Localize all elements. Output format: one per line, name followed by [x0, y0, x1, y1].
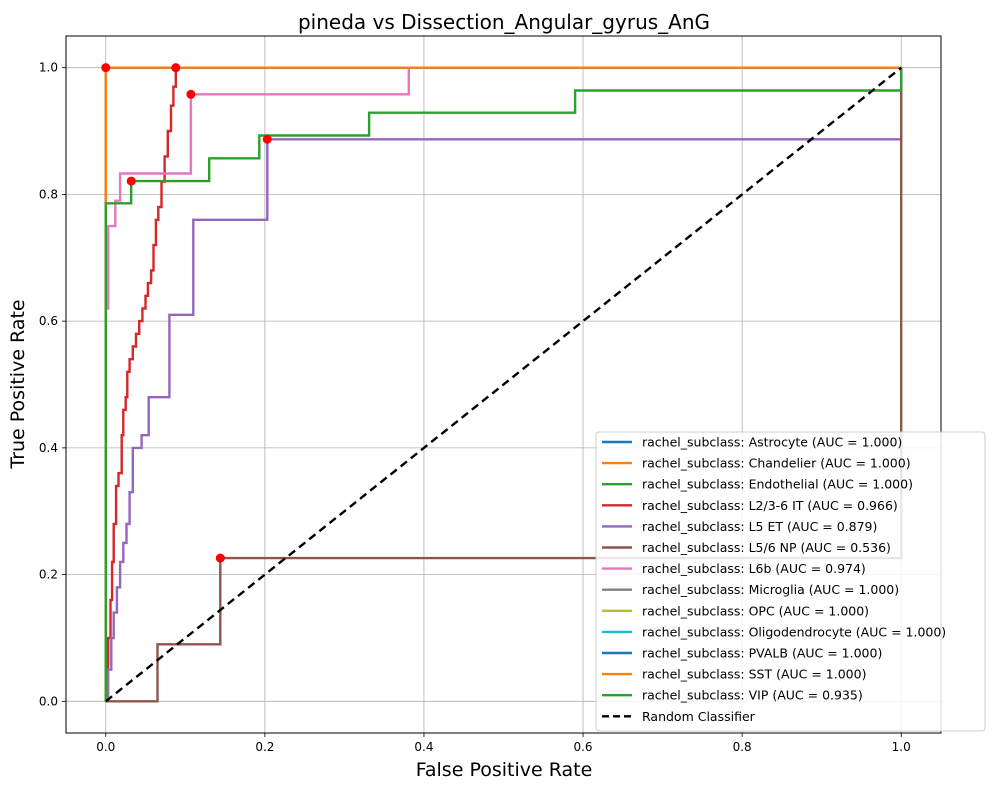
x-tick-label: 0.2	[255, 740, 274, 754]
grid	[66, 36, 941, 733]
y-tick-label: 0.2	[39, 568, 58, 582]
legend: rachel_subclass: Astrocyte (AUC = 1.000)…	[595, 431, 986, 732]
threshold-marker	[262, 134, 272, 144]
series-line	[105, 67, 903, 703]
x-axis-ticks: 0.0 0.2 0.4 0.6 0.8 1.0	[96, 733, 911, 754]
series-line	[104, 66, 902, 702]
legend-label: rachel_subclass: VIP (AUC = 0.935)	[642, 688, 863, 703]
x-axis-label: False Positive Rate	[416, 759, 593, 781]
x-tick-label: 0.0	[96, 740, 115, 754]
x-tick-label: 0.8	[733, 740, 752, 754]
x-tick-label: 0.6	[573, 740, 592, 754]
x-tick-label: 1.0	[892, 740, 911, 754]
threshold-marker	[101, 63, 111, 73]
legend-label: rachel_subclass: Microglia (AUC = 1.000)	[642, 582, 899, 597]
legend-items: rachel_subclass: Astrocyte (AUC = 1.000)…	[602, 435, 946, 724]
plot-frame	[65, 35, 942, 734]
series-line	[104, 67, 903, 702]
x-tick-label: 0.4	[414, 740, 433, 754]
legend-box	[595, 431, 986, 732]
marker-layer	[101, 63, 272, 563]
legend-label: rachel_subclass: PVALB (AUC = 1.000)	[642, 646, 882, 661]
legend-label: rachel_subclass: L2/3-6 IT (AUC = 0.966)	[642, 498, 898, 513]
chart-title: pineda vs Dissection_Angular_gyrus_AnG	[298, 10, 710, 34]
series-line	[104, 66, 902, 702]
legend-label: rachel_subclass: SST (AUC = 1.000)	[642, 667, 866, 682]
y-tick-label: 0.0	[39, 694, 58, 708]
legend-label: Random Classifier	[642, 709, 756, 724]
legend-label: rachel_subclass: L5 ET (AUC = 0.879)	[642, 519, 877, 534]
y-tick-label: 0.6	[39, 314, 58, 328]
y-tick-label: 0.4	[39, 441, 58, 455]
y-tick-label: 1.0	[39, 61, 58, 75]
random-classifier-line	[105, 66, 902, 703]
legend-label: rachel_subclass: Oligodendrocyte (AUC = …	[642, 624, 946, 639]
legend-label: rachel_subclass: Chandelier (AUC = 1.000…	[642, 456, 911, 471]
y-tick-label: 0.8	[39, 187, 58, 201]
threshold-marker	[215, 553, 225, 563]
y-axis-label: True Positive Rate	[7, 299, 29, 469]
legend-label: rachel_subclass: L5/6 NP (AUC = 0.536)	[642, 540, 891, 555]
threshold-marker	[126, 176, 136, 186]
legend-label: rachel_subclass: Endothelial (AUC = 1.00…	[642, 477, 913, 492]
threshold-marker	[171, 63, 181, 73]
legend-label: rachel_subclass: L6b (AUC = 0.974)	[642, 561, 866, 576]
legend-label: rachel_subclass: OPC (AUC = 1.000)	[642, 603, 869, 618]
legend-label: rachel_subclass: Astrocyte (AUC = 1.000)	[642, 435, 902, 450]
y-axis-ticks: 0.0 0.2 0.4 0.6 0.8 1.0	[39, 61, 66, 708]
threshold-marker	[186, 89, 196, 99]
